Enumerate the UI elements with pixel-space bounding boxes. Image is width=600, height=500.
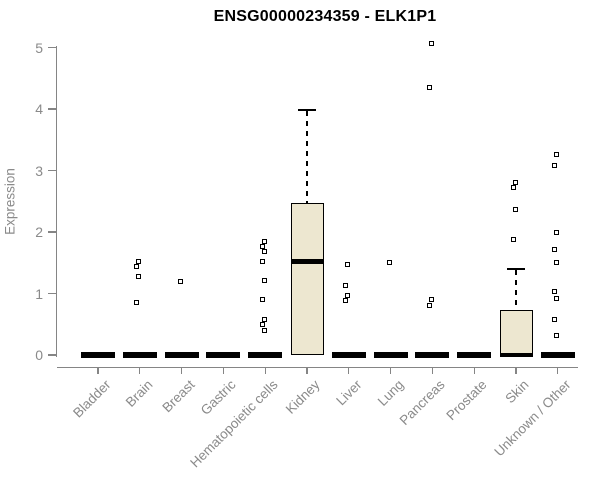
outlier-point — [259, 243, 265, 249]
whisker-line-kidney — [306, 111, 308, 204]
outlier-point — [512, 179, 518, 185]
outlier-point — [428, 41, 434, 47]
outlier-point — [554, 152, 560, 157]
outlier-point — [136, 259, 142, 265]
whisker-line-skin — [515, 269, 517, 311]
x-tick — [431, 367, 434, 374]
zero-bar-pancreas — [415, 352, 450, 358]
x-tick — [389, 367, 392, 374]
outlier-point — [261, 278, 267, 284]
x-tick — [222, 367, 225, 374]
outlier-point — [261, 316, 267, 322]
x-tick — [348, 367, 350, 374]
outlier-point — [554, 230, 560, 236]
zero-bar-gastric — [206, 352, 241, 358]
x-tick — [139, 367, 141, 374]
x-tick — [515, 367, 517, 374]
whisker-cap-skin — [507, 267, 525, 271]
outlier-point — [343, 283, 349, 288]
y-tick — [48, 108, 56, 110]
outlier-point — [552, 247, 558, 253]
y-tick-label: 2 — [35, 224, 43, 240]
x-tick — [306, 367, 308, 374]
outlier-point — [259, 322, 265, 328]
zero-bar-prostate — [457, 352, 492, 358]
outlier-point — [512, 207, 518, 213]
outlier-point — [136, 274, 142, 280]
y-tick — [48, 292, 56, 295]
zero-bar-unknown-other — [540, 352, 575, 358]
y-tick-label: 4 — [35, 101, 43, 117]
outlier-point — [134, 299, 140, 305]
y-tick — [48, 46, 56, 49]
x-tick — [264, 367, 266, 374]
outlier-point — [261, 238, 267, 244]
chart-title: ENSG00000234359 - ELK1P1 — [213, 8, 437, 25]
x-tick — [473, 367, 475, 374]
outlier-point — [428, 297, 434, 303]
y-tick — [48, 354, 56, 356]
box-skin — [499, 310, 533, 355]
outlier-point — [259, 259, 265, 265]
outlier-point — [343, 298, 349, 304]
y-tick-label: 1 — [35, 285, 43, 302]
outlier-point — [345, 293, 351, 299]
x-axis-line — [57, 367, 578, 369]
zero-bar-brain — [122, 352, 157, 358]
outlier-point — [426, 302, 432, 308]
whisker-cap-kidney — [298, 109, 316, 112]
outlier-point — [554, 260, 560, 266]
outlier-point — [178, 279, 184, 285]
y-tick-label: 0 — [35, 347, 43, 363]
y-tick-label: 5 — [35, 39, 43, 56]
outlier-point — [554, 333, 560, 339]
outlier-point — [261, 248, 267, 254]
y-tick-label: 3 — [35, 162, 43, 179]
median-line-kidney — [290, 259, 324, 264]
zero-bar-hematopoietic-cells — [248, 352, 283, 358]
zero-bar-bladder — [81, 352, 115, 358]
box-kidney — [290, 203, 324, 355]
x-tick — [557, 367, 559, 374]
outlier-point — [552, 163, 558, 169]
x-tick — [97, 367, 99, 374]
outlier-point — [426, 84, 432, 90]
x-tick — [180, 367, 183, 374]
zero-bar-lung — [373, 352, 408, 358]
zero-bar-breast — [164, 352, 199, 358]
outlier-point — [261, 327, 267, 333]
outlier-point — [554, 295, 560, 301]
outlier-point — [387, 260, 393, 266]
outlier-point — [552, 316, 558, 322]
outlier-point — [134, 263, 140, 269]
outlier-point — [345, 262, 351, 268]
outlier-point — [510, 236, 516, 242]
y-tick — [48, 231, 56, 233]
outlier-point — [552, 289, 558, 295]
outlier-point — [510, 184, 516, 190]
zero-bar-liver — [331, 352, 366, 358]
y-tick — [48, 169, 56, 172]
y-axis-line — [55, 46, 57, 357]
median-line-skin — [499, 352, 533, 358]
outlier-point — [259, 296, 265, 302]
